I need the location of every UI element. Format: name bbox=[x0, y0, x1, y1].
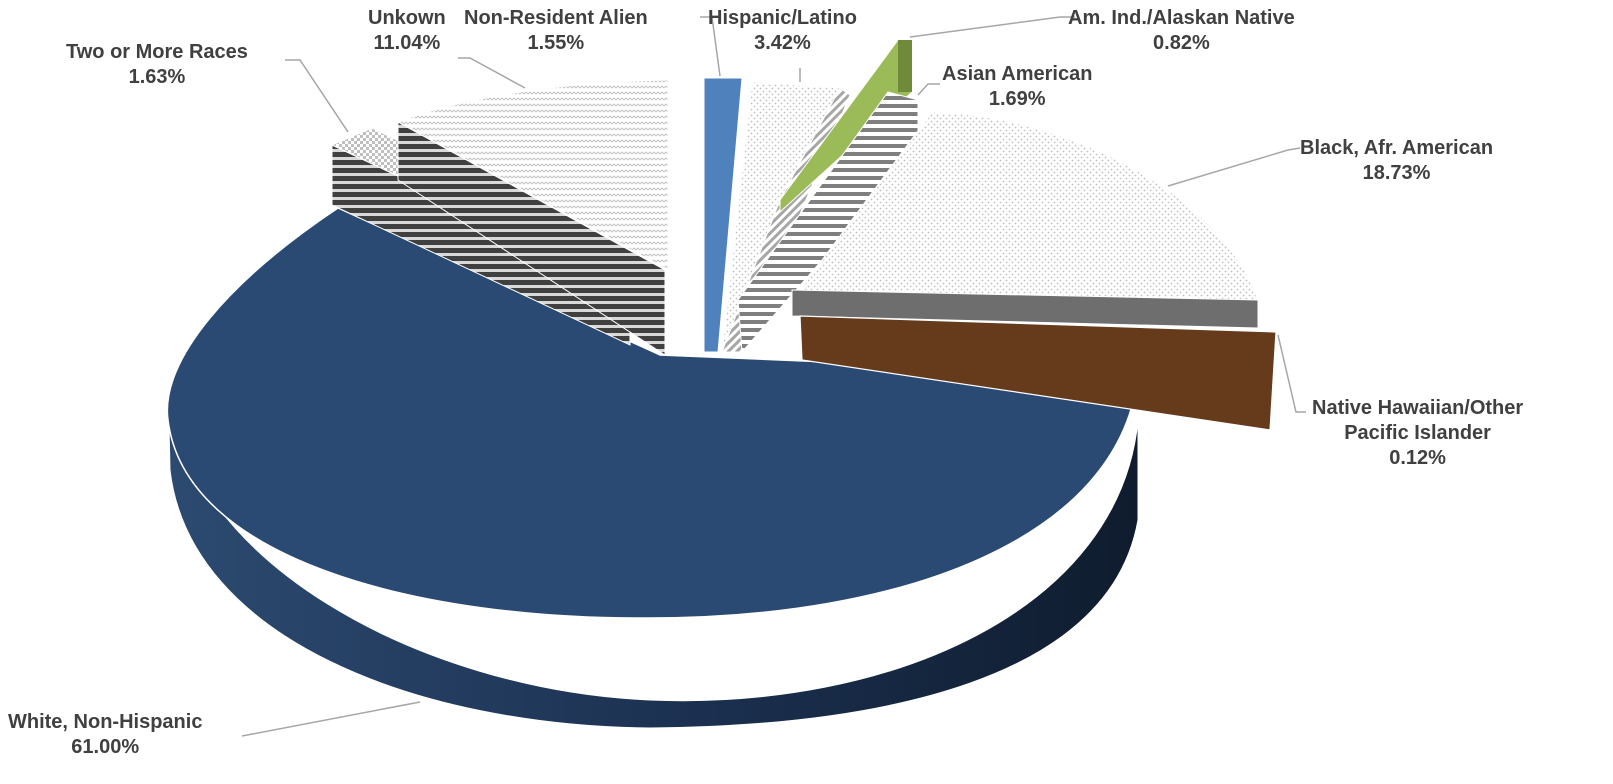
label-non-resident-alien: Non-Resident Alien 1.55% bbox=[464, 7, 648, 54]
label-am-ind-alaskan-native: Am. Ind./Alaskan Native 0.82% bbox=[1068, 7, 1295, 54]
leader-line-hispanic bbox=[700, 16, 721, 77]
leader-line-white bbox=[241, 701, 421, 737]
slice-white-side bbox=[167, 379, 1139, 729]
leader-line-native-hawaiian bbox=[1277, 334, 1306, 413]
leader-line-black bbox=[1167, 147, 1301, 187]
slice-non-resident-alien bbox=[668, 78, 690, 352]
slice-hispanic-latino bbox=[703, 77, 743, 353]
slice-am-ind-alaskan-native bbox=[779, 39, 913, 214]
slice-unkown bbox=[396, 79, 669, 356]
leader-line-am-ind bbox=[909, 16, 1075, 38]
label-white-non-hispanic: White, Non-Hispanic 61.00% bbox=[8, 711, 203, 758]
label-black-afr-american: Black, Afr. American 18.73% bbox=[1300, 137, 1494, 184]
leader-line-unkown bbox=[458, 57, 526, 89]
slice-white-non-hispanic bbox=[166, 207, 1139, 729]
slice-black-afr-american bbox=[791, 111, 1259, 329]
slice-white-top bbox=[166, 207, 1139, 619]
leader-line-two-or-more bbox=[285, 59, 349, 133]
label-asian-american: Asian American 1.69% bbox=[942, 63, 1093, 110]
label-hispanic-latino: Hispanic/Latino 3.42% bbox=[708, 7, 857, 54]
label-unkown: Unkown 11.04% bbox=[368, 7, 446, 54]
label-two-or-more-races: Two or More Races 1.63% bbox=[66, 41, 248, 88]
slice-native-hawaiian bbox=[799, 315, 1277, 431]
leader-line-asian bbox=[917, 83, 940, 96]
leader-lines bbox=[241, 16, 1306, 737]
label-native-hawaiian: Native Hawaiian/Other Pacific Islander 0… bbox=[1312, 397, 1524, 469]
